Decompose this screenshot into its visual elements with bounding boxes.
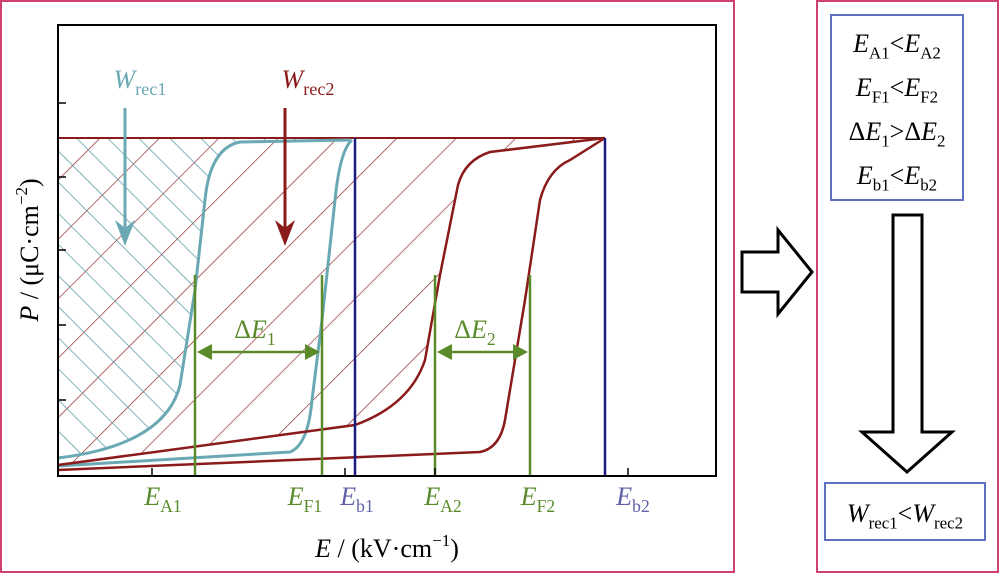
w-rec2-pointer	[275, 108, 295, 246]
relation: ΔE1>ΔE2	[849, 117, 946, 151]
symbol: E	[903, 29, 920, 58]
symbol: W	[282, 65, 306, 94]
label: ΔE2	[454, 315, 495, 349]
label: EA1	[143, 482, 181, 516]
w-rec1-pointer	[115, 108, 135, 246]
symbol: E	[920, 117, 937, 146]
symbol: E	[855, 73, 872, 102]
subscript: rec1	[869, 514, 898, 533]
subscript: F1	[304, 496, 323, 516]
symbol: E	[903, 161, 920, 190]
symbol: E	[520, 482, 537, 511]
relation: Eb1<Eb2	[856, 161, 937, 195]
subscript: b2	[920, 176, 937, 195]
prefix: Δ	[234, 315, 251, 344]
loop2-discharge	[57, 136, 606, 467]
subscript: rec2	[934, 514, 963, 533]
axis-ticks	[58, 102, 629, 476]
symbol: E	[339, 482, 356, 511]
implication-arrow	[740, 225, 814, 319]
operator: >	[890, 117, 905, 146]
axis-label: P / (μC·cm−2)	[12, 178, 44, 322]
close: )	[15, 178, 44, 187]
symbol: E	[470, 315, 487, 344]
right-panel	[816, 0, 999, 573]
symbol: E	[250, 315, 267, 344]
subscript: 2	[937, 132, 945, 151]
symbol: E	[314, 534, 331, 563]
subscript: rec2	[303, 79, 334, 99]
prefix: Δ	[454, 315, 471, 344]
axis-label: E / (kV·cm−1)	[314, 531, 459, 563]
symbol: E	[856, 161, 873, 190]
loop1-discharge	[57, 138, 351, 460]
symbol: W	[114, 65, 138, 94]
symbol: E	[864, 117, 881, 146]
symbol: W	[912, 499, 936, 528]
operator: <	[898, 499, 913, 528]
w-rec1-area	[58, 138, 350, 458]
symbol: E	[143, 482, 160, 511]
symbol: P	[15, 306, 44, 323]
subscript: b1	[356, 496, 374, 516]
subscript: 1	[267, 329, 276, 349]
subscript: F1	[872, 88, 890, 107]
operator: <	[890, 29, 905, 58]
close: )	[450, 534, 459, 563]
label: EF2	[520, 482, 555, 516]
relation: Wrec1<Wrec2	[847, 499, 963, 533]
relation: EF1<EF2	[855, 73, 938, 107]
conclusion-box	[824, 482, 986, 541]
relation: EA1<EA2	[852, 29, 941, 63]
operator: <	[890, 73, 905, 102]
unit: / (μC·cm	[15, 205, 44, 306]
label: EF1	[287, 482, 322, 516]
field-markers	[193, 275, 532, 476]
subscript: A2	[440, 496, 461, 516]
prefix: Δ	[904, 117, 921, 146]
label: ΔE1	[234, 315, 275, 349]
subscript: F2	[920, 88, 938, 107]
prefix: Δ	[849, 117, 866, 146]
operator: <	[890, 161, 905, 190]
label: Wrec2	[282, 65, 335, 99]
label: Wrec1	[114, 65, 167, 99]
result-arrow	[858, 213, 956, 475]
symbol: E	[615, 482, 632, 511]
exponent: −2	[12, 187, 31, 205]
loop2-charge	[57, 136, 606, 472]
subscript: F2	[537, 496, 556, 516]
symbol: W	[847, 499, 871, 528]
subscript: A1	[160, 496, 181, 516]
label: EA2	[423, 482, 461, 516]
conditions-box	[830, 14, 964, 201]
unit: / (kV·cm	[331, 534, 432, 563]
subscript: b2	[632, 496, 650, 516]
symbol: E	[903, 73, 920, 102]
subscript: b1	[873, 176, 890, 195]
subscript: A1	[869, 44, 890, 63]
subscript: 2	[487, 329, 496, 349]
symbol: E	[852, 29, 869, 58]
label: Eb1	[339, 482, 373, 516]
left-panel	[0, 0, 735, 573]
subscript: 1	[881, 132, 889, 151]
subscript: rec1	[135, 79, 166, 99]
exponent: −1	[432, 531, 450, 550]
label: Eb2	[615, 482, 649, 516]
symbol: E	[287, 482, 304, 511]
subscript: A2	[920, 44, 941, 63]
symbol: E	[423, 482, 440, 511]
